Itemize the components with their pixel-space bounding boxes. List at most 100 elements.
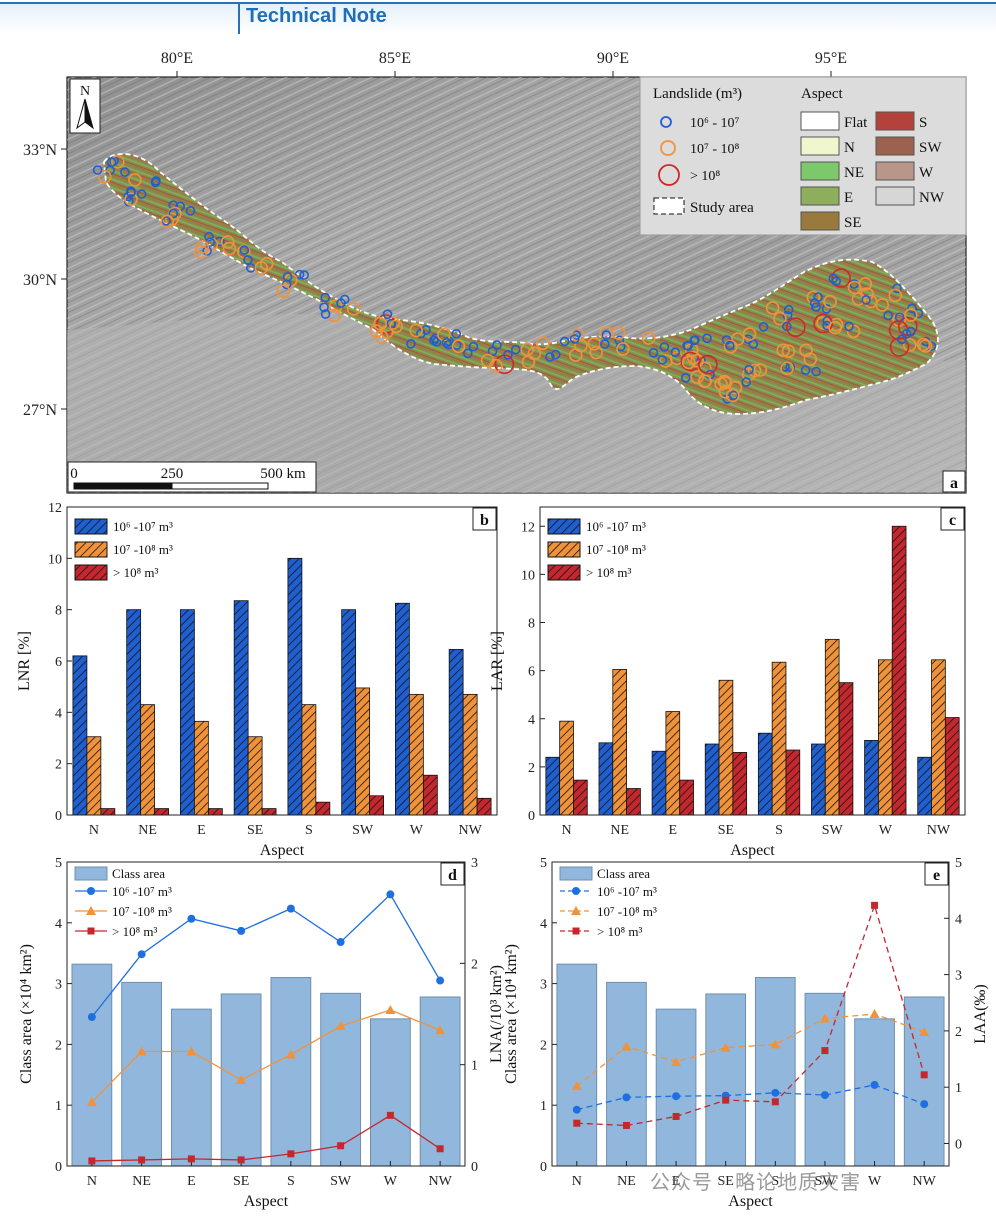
bar-10-10-m-sw [341,609,357,816]
point-10-10-m-n [571,1081,582,1091]
class-area-bar-s [754,977,796,1167]
header-left-block [0,2,238,34]
bar-10-10-m-se [247,736,263,816]
plot-frame [66,861,466,1167]
line-10-10-m [576,1013,925,1087]
y2-tick-label: 5 [955,856,962,871]
x-tick-label-ne: NE [132,1174,151,1189]
point-10-10-m-n [572,1105,581,1114]
x-tick-label-n: N [562,823,572,838]
class-area-bar-e [170,1008,212,1167]
bar-10-10-m-nw [931,659,946,816]
y2-tick-label: 3 [471,856,478,871]
legend-label: 10⁷ -10⁸ m³ [586,542,646,557]
line-10-10-m [91,1009,441,1103]
bar-10-10-m-ne [612,669,627,816]
y-tick-label: 4 [540,917,547,932]
x-axis-label: Aspect [244,1193,289,1210]
point-10-10-m-se [236,1074,247,1084]
x-tick-label-nw: NW [927,823,951,838]
point-10-m-sw [821,1047,829,1055]
point-10-10-m-s [770,1039,781,1049]
bar-10-m-sw [838,682,854,816]
bar-10-10-m-ne [598,742,614,816]
legend-label: > 10⁸ m³ [113,565,158,580]
y-axis-label: Class area (×10⁴ km²) [18,944,35,1084]
point-10-m-w [386,1111,394,1119]
point-10-10-m-nw [919,1027,930,1037]
bar-10-m-n [573,779,588,816]
legend-marker [87,887,95,895]
point-10-10-m-w [385,1004,396,1014]
bar-10-m-s [785,749,801,816]
bar-10-m-sw [369,795,384,816]
bar-10-10-m-ne [140,704,156,816]
y2-axis-label: LNA(/10³ km²) [488,965,505,1063]
y-tick-label: 5 [540,856,547,871]
y-tick-label: 10 [521,568,535,583]
line-10-m [91,1114,441,1162]
point-10-m-se [722,1096,730,1104]
bar-10-10-m-w [408,693,424,816]
bar-10-10-m-e [193,720,209,816]
x-tick-label-w: W [384,1174,398,1189]
header-bar: Technical Note [0,0,996,34]
point-10-10-m-e [672,1092,681,1101]
x-tick-label-se: SE [247,823,263,838]
y-tick-label: 6 [55,655,62,670]
point-10-10-m-e [186,1046,197,1056]
legend-swatch [74,518,108,535]
legend-label: 10⁶ -10⁷ m³ [586,519,646,534]
header-title: Technical Note [246,5,387,27]
header-right-block [238,2,996,34]
bar-10-m-w [891,525,907,816]
bar-10-10-m-nw [448,649,464,816]
y-tick-label: 0 [540,1160,547,1175]
bar-10-m-ne [626,788,641,816]
bar-10-m-e [207,808,223,816]
panel-label-box [472,507,497,531]
class-area-bar-e [655,1008,697,1167]
point-10-10-m-w [870,1080,879,1089]
x-tick-label-w: W [879,823,893,838]
legend-marker [572,927,580,935]
y2-tick-label: 2 [471,957,478,972]
y2-tick-label: 1 [471,1059,478,1074]
x-tick-label-sw: SW [822,823,844,838]
point-10-m-s [287,1150,295,1158]
y2-axis-label: LAA(‰) [972,984,989,1044]
panel-label-box [924,862,949,886]
point-10-m-se [237,1156,245,1164]
bar-10-10-m-nw [462,693,478,816]
point-10-10-m-ne [137,950,146,959]
bar-10-m-s [315,801,331,816]
y-tick-label: 3 [55,978,62,993]
x-tick-label-s: S [771,1174,779,1189]
bar-10-m-se [732,752,748,816]
x-tick-label-se: SE [718,823,734,838]
legend-marker [571,906,581,915]
point-10-10-m-w [869,1009,880,1018]
point-10-10-m-s [286,904,295,913]
class-area-bar-w [369,1018,411,1167]
bar-10-10-m-w [878,659,893,816]
point-10-m-e [672,1112,680,1120]
x-tick-label-nw: NW [428,1174,452,1189]
class-area-bar-ne [606,981,647,1167]
line-10-10-m [576,1084,925,1111]
x-tick-label-n: N [572,1174,582,1189]
bar-10-10-m-n [559,720,574,816]
legend-swatch [547,564,581,581]
y2-tick-label: 3 [955,969,962,984]
legend-label: 10⁶ -10⁷ m³ [112,884,172,899]
panel-label-box [940,507,965,531]
bar-10-10-m-n [72,655,88,816]
point-10-10-m-s [771,1088,780,1097]
bar-10-10-m-n [545,756,561,816]
bar-10-m-w [422,774,438,816]
x-tick-label-se: SE [233,1174,249,1189]
legend-swatch [74,866,108,881]
point-10-m-w [871,901,879,909]
plot-frame [66,506,498,816]
